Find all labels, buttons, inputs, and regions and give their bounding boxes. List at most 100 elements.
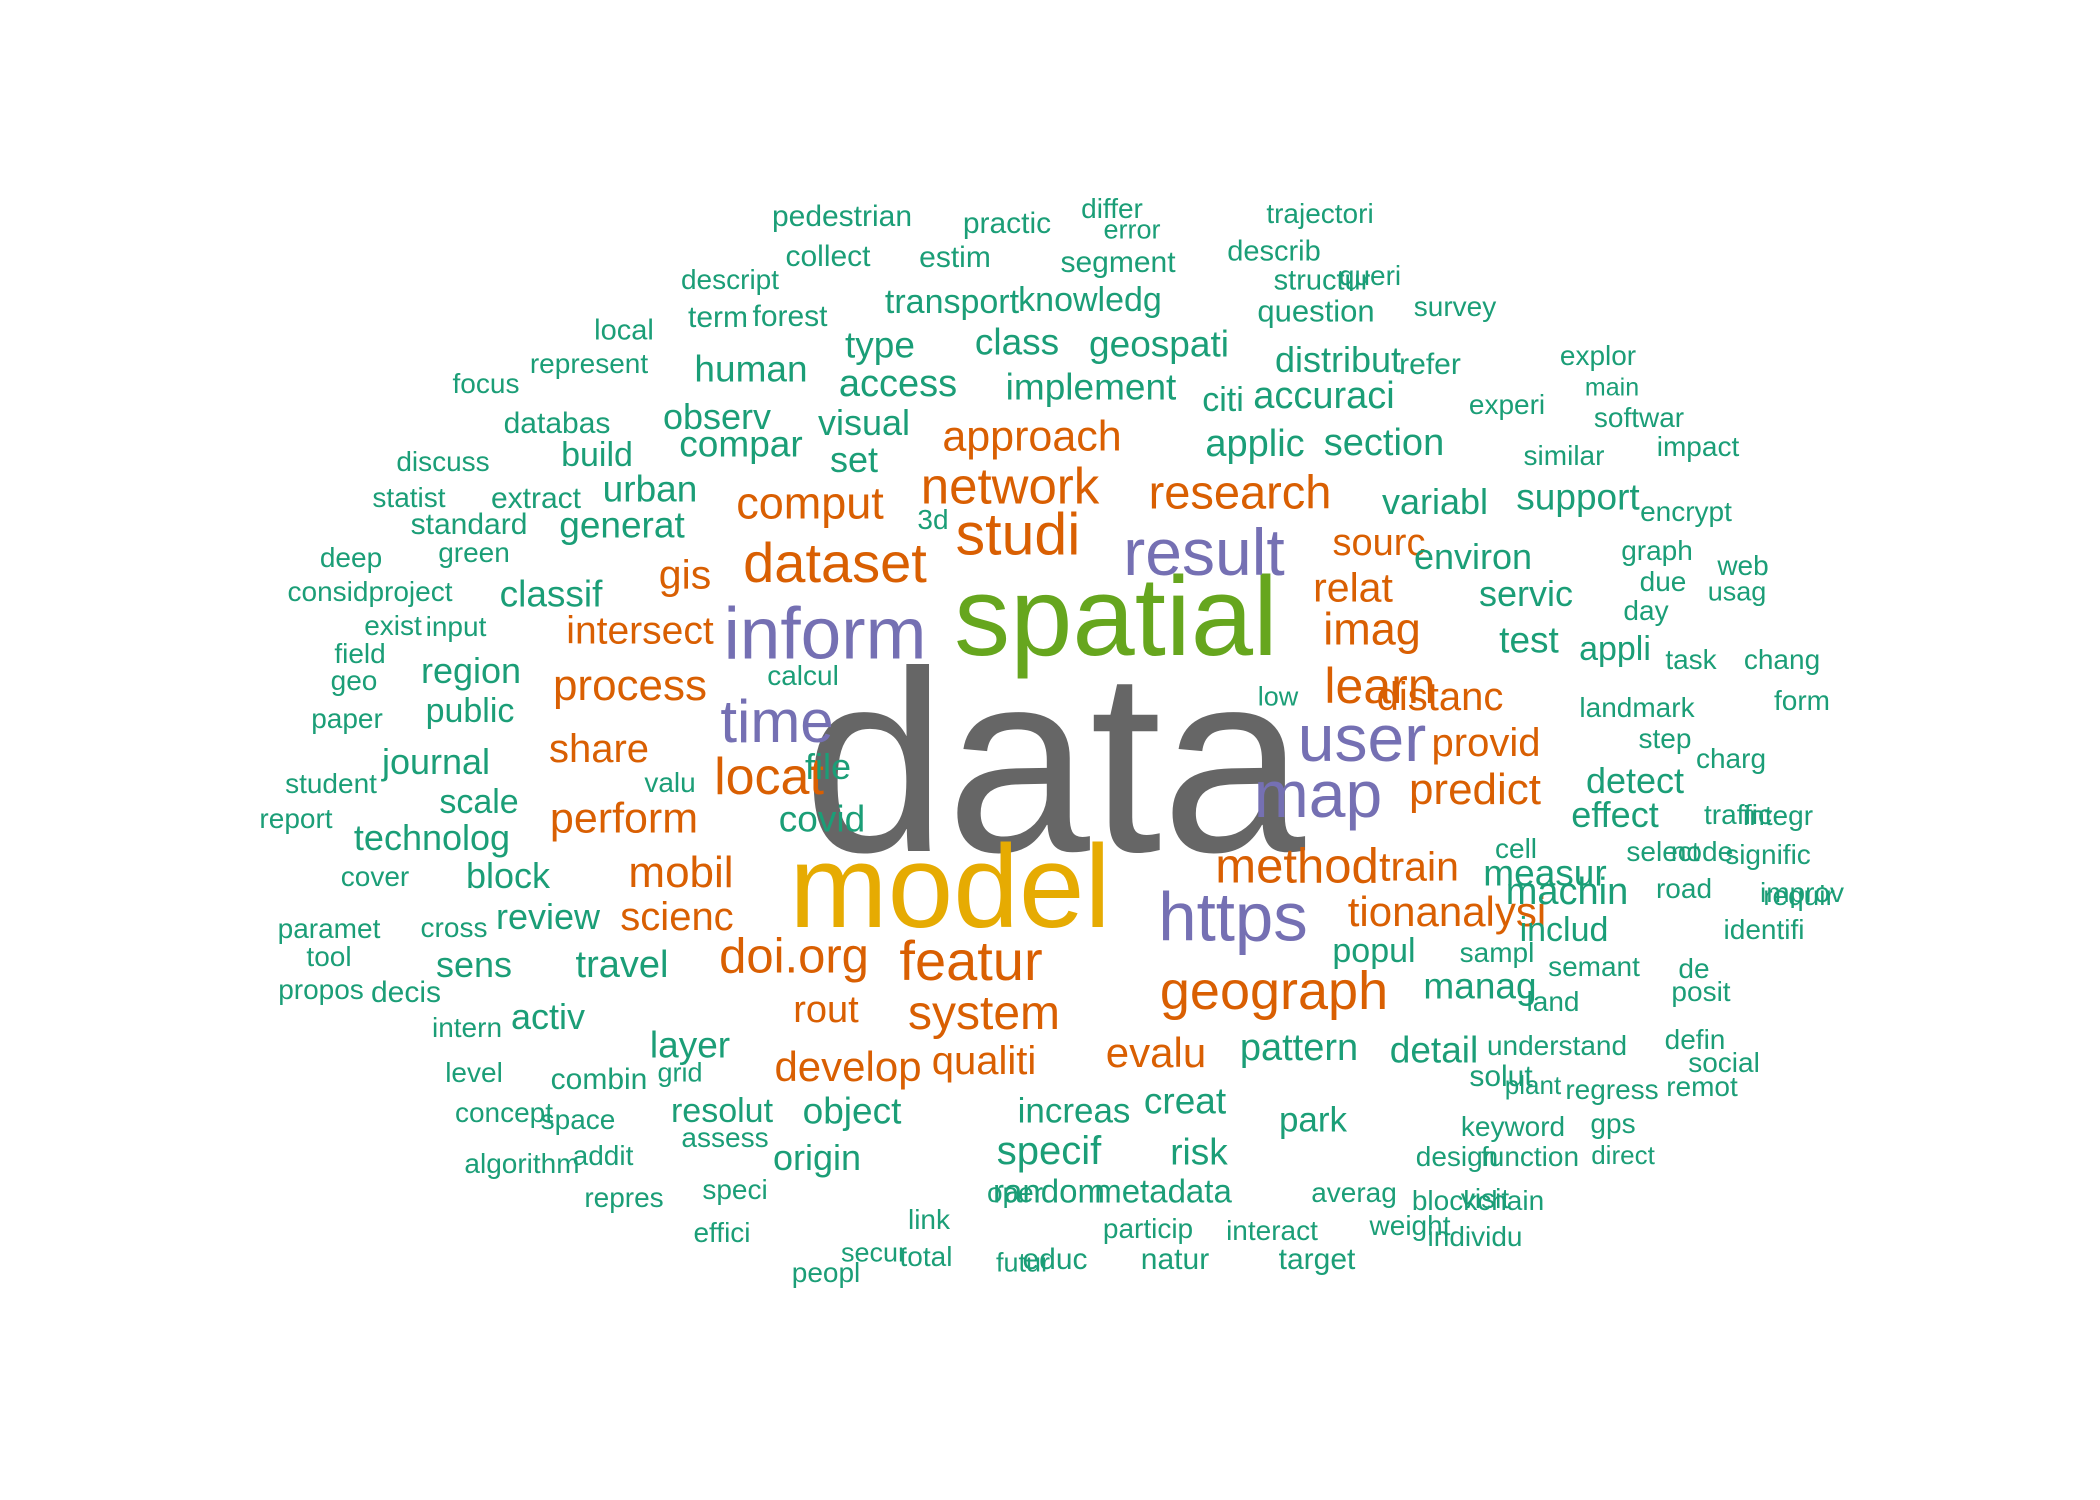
word-step: step	[1638, 723, 1692, 754]
word-detect: detect	[1585, 760, 1685, 801]
word-social: social	[1688, 1047, 1760, 1078]
word-error: error	[1103, 214, 1161, 245]
word-share: share	[548, 727, 650, 771]
word-applic: applic	[1205, 423, 1305, 465]
word-particip: particip	[1102, 1213, 1194, 1244]
word-doi-org: doi.org	[719, 929, 869, 984]
word-signific: signific	[1725, 839, 1811, 870]
word-forest: forest	[752, 300, 828, 333]
word-main: main	[1584, 373, 1640, 402]
word-increas: increas	[1017, 1091, 1131, 1131]
word-remot: remot	[1666, 1071, 1738, 1102]
word-oper: oper	[986, 1177, 1044, 1208]
word-distribut: distribut	[1274, 339, 1402, 380]
word-scienc: scienc	[620, 895, 734, 939]
word-appli: appli	[1579, 630, 1651, 668]
word-low: low	[1257, 681, 1299, 712]
word-locat: locat	[714, 748, 824, 806]
word-land: land	[1526, 986, 1580, 1017]
word-graph: graph	[1621, 535, 1693, 566]
word-identifi: identifi	[1723, 914, 1805, 945]
word-comput: comput	[736, 477, 884, 529]
word-environ: environ	[1413, 536, 1533, 577]
word-statist: statist	[372, 482, 446, 513]
word-includ: includ	[1519, 911, 1609, 949]
word-chang: chang	[1743, 644, 1821, 675]
word-evalu: evalu	[1105, 1029, 1207, 1076]
word-visit: visit	[1460, 1183, 1510, 1214]
word-collect: collect	[785, 240, 871, 273]
word-exist: exist	[364, 610, 422, 641]
word-field: field	[334, 638, 386, 669]
word-visual: visual	[817, 402, 911, 443]
word-paper: paper	[311, 703, 383, 734]
word-differ: differ	[1081, 193, 1143, 224]
word-web: web	[1717, 550, 1769, 581]
word-detail: detail	[1389, 1029, 1479, 1071]
word-peopl: peopl	[791, 1257, 861, 1288]
word-compar: compar	[679, 423, 803, 465]
word-valu: valu	[644, 767, 696, 798]
word-accuraci: accuraci	[1253, 375, 1395, 417]
word-grid: grid	[657, 1057, 703, 1088]
word-weight: weight	[1369, 1210, 1451, 1241]
word-secur: secur	[840, 1237, 908, 1268]
word-regress: regress	[1565, 1074, 1659, 1105]
word-charg: charg	[1695, 743, 1767, 774]
word-effect: effect	[1571, 794, 1659, 835]
word-risk: risk	[1170, 1131, 1228, 1173]
word-layer: layer	[649, 1024, 731, 1066]
word-model: model	[789, 821, 1111, 953]
word-featur: featur	[899, 929, 1043, 992]
word-day: day	[1623, 595, 1669, 626]
word-decis: decis	[370, 976, 442, 1009]
word-combin: combin	[550, 1063, 648, 1096]
word-method: method	[1215, 839, 1379, 894]
word-educ: educ	[1022, 1243, 1088, 1276]
word-urban: urban	[602, 468, 698, 510]
word-landmark: landmark	[1579, 692, 1695, 723]
word-defin: defin	[1664, 1024, 1726, 1055]
word-form: form	[1774, 685, 1830, 716]
word-sourc: sourc	[1332, 522, 1426, 564]
word-servic: servic	[1478, 573, 1574, 614]
word-access: access	[838, 363, 958, 405]
word-geo: geo	[330, 665, 378, 696]
word-result: result	[1123, 515, 1285, 589]
word-user: user	[1297, 701, 1427, 775]
word-segment: segment	[1060, 246, 1176, 279]
word-journal: journal	[381, 741, 491, 782]
word-section: section	[1323, 422, 1445, 464]
word-technolog: technolog	[353, 817, 511, 858]
word-encrypt: encrypt	[1640, 496, 1732, 527]
word-standard: standard	[410, 508, 528, 541]
word-object: object	[802, 1090, 902, 1132]
word-transport: transport	[884, 283, 1020, 321]
word-https: https	[1158, 878, 1308, 956]
word-node: node	[1670, 836, 1734, 867]
word-data: data	[802, 617, 1306, 906]
word-structur: structur	[1273, 264, 1371, 297]
word-select: select	[1626, 836, 1700, 867]
word-databas: databas	[503, 407, 611, 440]
word-input: input	[425, 611, 487, 642]
word-paramet: paramet	[277, 913, 381, 944]
word-futur: futur	[995, 1247, 1051, 1278]
word-measur: measur	[1483, 852, 1607, 894]
word-describ: describ	[1227, 235, 1321, 268]
word-impact: impact	[1656, 431, 1740, 462]
word-sampl: sampl	[1459, 937, 1535, 968]
word-assess: assess	[681, 1122, 769, 1153]
word-local: local	[594, 314, 654, 347]
word-scale: scale	[439, 783, 519, 821]
word-considproject: considproject	[287, 576, 453, 607]
word-tionanalysi: tionanalysi	[1347, 888, 1547, 935]
word-practic: practic	[962, 207, 1052, 240]
word-target: target	[1278, 1243, 1356, 1276]
word-represent: represent	[529, 348, 649, 379]
word-propos: propos	[278, 974, 364, 1005]
word-popul: popul	[1332, 932, 1416, 970]
word-road: road	[1655, 873, 1713, 904]
word-blockchain: blockchain	[1411, 1185, 1545, 1216]
word-solut: solut	[1469, 1060, 1533, 1093]
